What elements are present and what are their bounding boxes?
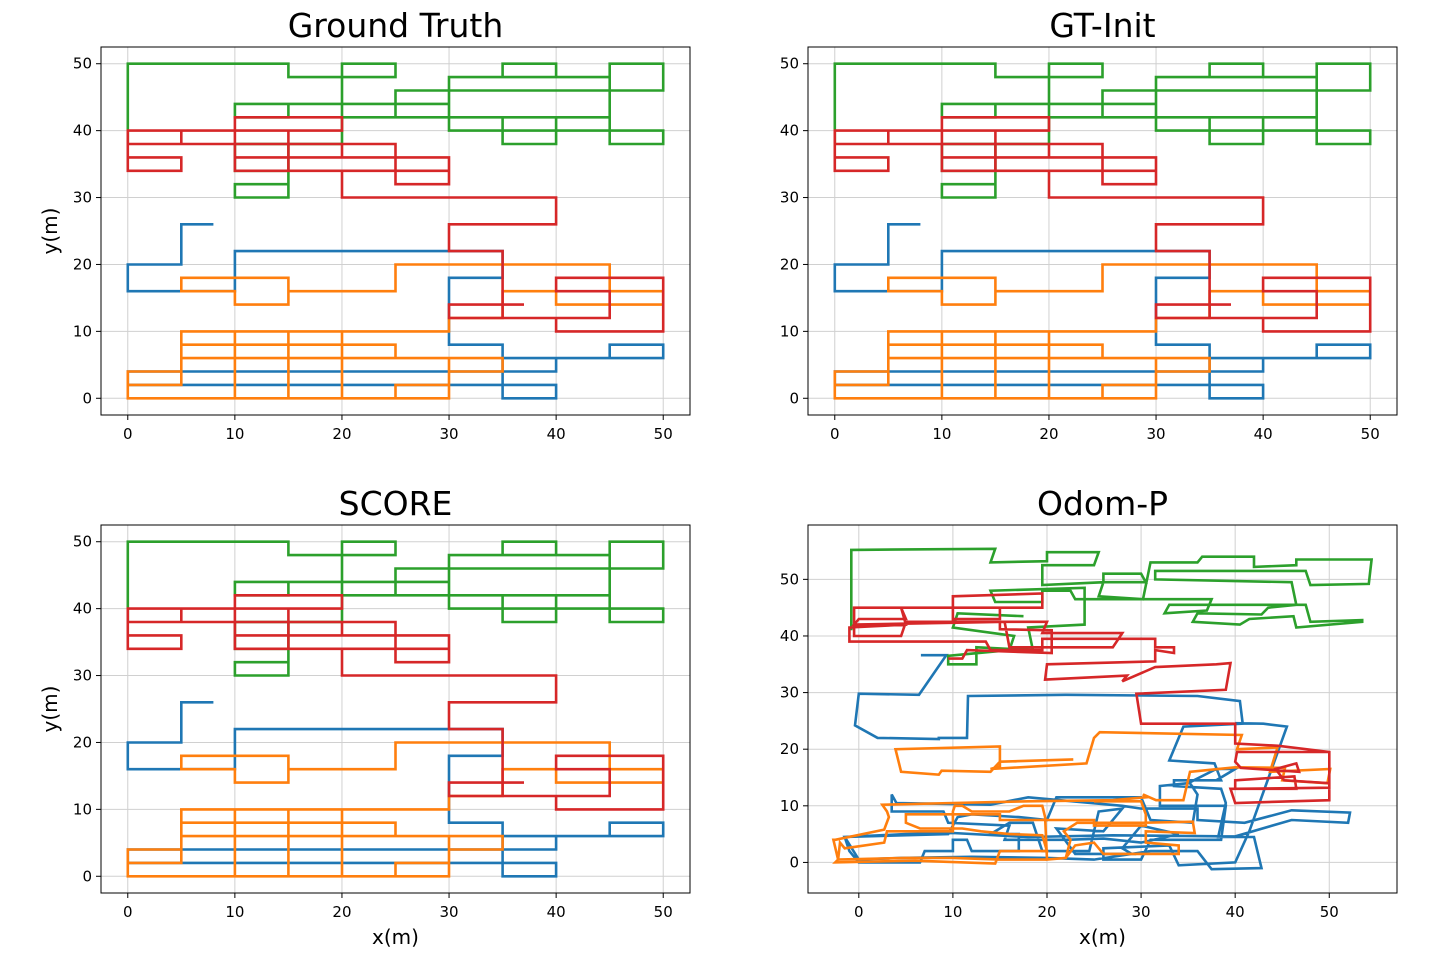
x-tick-label: 0 xyxy=(123,425,133,443)
subplot-title: GT-Init xyxy=(1049,6,1155,45)
trajectory-line-4 xyxy=(126,116,665,333)
trajectory-line-1 xyxy=(833,223,1372,400)
trajectory-line-3 xyxy=(833,62,1372,199)
y-tick-label: 30 xyxy=(73,189,92,207)
x-tick-label: 0 xyxy=(854,903,864,921)
axes-frame xyxy=(100,524,691,894)
x-tick-label: 40 xyxy=(547,425,566,443)
y-tick-label: 30 xyxy=(780,189,799,207)
subplot-2: 0 10 20 30 40 50 0 10 20 30 40 50 GT-Init xyxy=(780,6,1398,443)
trajectory-line-4 xyxy=(833,116,1372,333)
y-tick-label: 50 xyxy=(780,570,799,588)
x-tick-label: 50 xyxy=(1361,425,1380,443)
x-tick-label: 20 xyxy=(1037,903,1056,921)
subplot-title: SCORE xyxy=(339,484,453,523)
trajectory-line-1 xyxy=(126,700,665,878)
x-tick-label: 40 xyxy=(547,903,566,921)
y-tick-label: 50 xyxy=(73,55,92,73)
trajectory-line-3 xyxy=(126,62,665,199)
y-tick-label: 10 xyxy=(73,322,92,340)
x-tick-label: 30 xyxy=(1146,425,1165,443)
y-tick-label: 40 xyxy=(780,627,799,645)
y-tick-label: 0 xyxy=(82,389,92,407)
x-tick-label: 10 xyxy=(943,903,962,921)
y-tick-label: 40 xyxy=(73,122,92,140)
series-group xyxy=(126,540,665,878)
subplot-4: 0 10 20 30 40 50 0 10 20 30 40 50 Odom-P x(m) xyxy=(780,484,1398,949)
subplot-3: 0 10 20 30 40 50 0 10 20 30 40 50 SCORE x(m) y(m) xyxy=(38,484,691,949)
y-tick-label: 10 xyxy=(780,797,799,815)
series-group xyxy=(126,62,665,400)
y-tick-label: 10 xyxy=(780,322,799,340)
x-tick-label: 40 xyxy=(1254,425,1273,443)
y-tick-label: 50 xyxy=(780,55,799,73)
axes-frame xyxy=(807,46,1398,416)
y-tick-label: 0 xyxy=(82,867,92,885)
series-group xyxy=(831,547,1374,871)
y-tick-label: 30 xyxy=(780,684,799,702)
y-tick-label: 20 xyxy=(780,740,799,758)
trajectory-line-2 xyxy=(831,730,1332,865)
x-axis-label: x(m) xyxy=(372,925,419,949)
y-tick-label: 20 xyxy=(73,255,92,273)
axes-frame xyxy=(100,46,691,416)
x-tick-label: 50 xyxy=(654,903,673,921)
trajectory-line-2 xyxy=(833,263,1372,400)
x-tick-label: 40 xyxy=(1226,903,1245,921)
x-tick-label: 50 xyxy=(654,425,673,443)
y-tick-label: 20 xyxy=(780,255,799,273)
trajectory-line-2 xyxy=(126,263,665,400)
subplot-title: Ground Truth xyxy=(288,6,504,45)
axes-frame xyxy=(807,524,1398,894)
y-axis-label: y(m) xyxy=(38,686,62,733)
y-tick-label: 0 xyxy=(789,389,799,407)
x-tick-label: 30 xyxy=(439,425,458,443)
y-tick-label: 30 xyxy=(73,667,92,685)
y-axis-label: y(m) xyxy=(38,208,62,255)
trajectory-line-2 xyxy=(126,741,665,878)
y-tick-label: 40 xyxy=(73,600,92,618)
y-tick-label: 10 xyxy=(73,800,92,818)
series-group xyxy=(833,62,1372,400)
x-tick-label: 30 xyxy=(1132,903,1151,921)
x-tick-label: 20 xyxy=(332,425,351,443)
x-tick-label: 10 xyxy=(225,903,244,921)
x-axis-label: x(m) xyxy=(1079,925,1126,949)
y-tick-label: 40 xyxy=(780,122,799,140)
subplot-title: Odom-P xyxy=(1037,484,1168,523)
x-tick-label: 30 xyxy=(439,903,458,921)
subplot-1: 0 10 20 30 40 50 0 10 20 30 40 50 Ground Truth y(m) xyxy=(38,6,691,443)
trajectory-line-3 xyxy=(126,540,665,677)
y-tick-label: 20 xyxy=(73,733,92,751)
trajectory-line-4 xyxy=(126,593,665,811)
x-tick-label: 20 xyxy=(332,903,351,921)
x-tick-label: 50 xyxy=(1320,903,1339,921)
y-tick-label: 0 xyxy=(789,853,799,871)
x-tick-label: 0 xyxy=(830,425,840,443)
trajectory-line-4 xyxy=(848,592,1331,805)
x-tick-label: 0 xyxy=(123,903,133,921)
x-tick-label: 10 xyxy=(225,425,244,443)
y-tick-label: 50 xyxy=(73,533,92,551)
trajectory-line-3 xyxy=(849,547,1374,666)
trajectory-line-1 xyxy=(126,223,665,400)
x-tick-label: 20 xyxy=(1039,425,1058,443)
x-tick-label: 10 xyxy=(932,425,951,443)
